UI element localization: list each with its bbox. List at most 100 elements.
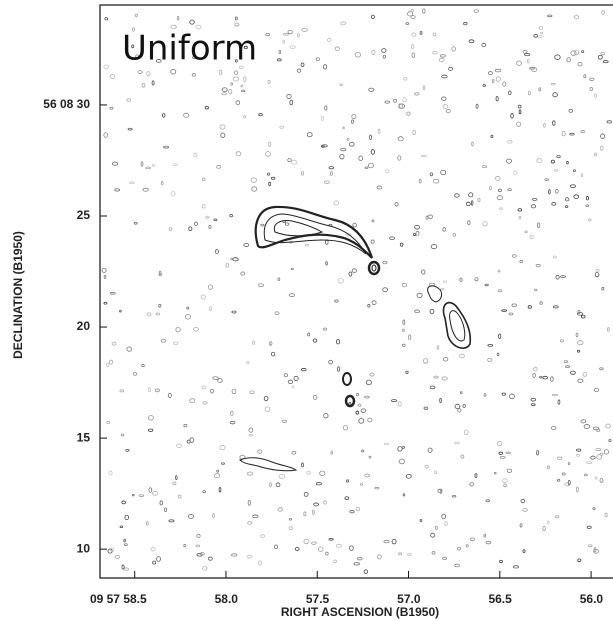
- noise-contour: [344, 496, 350, 500]
- noise-contour: [411, 52, 416, 58]
- noise-contour: [191, 56, 198, 59]
- noise-contour: [369, 372, 375, 377]
- noise-contour: [524, 230, 528, 234]
- noise-contour: [275, 482, 281, 488]
- noise-contour: [599, 452, 604, 456]
- noise-contours: [101, 8, 612, 574]
- noise-contour: [238, 65, 244, 70]
- noise-contour: [434, 470, 438, 475]
- noise-contour: [429, 385, 436, 390]
- noise-contour: [607, 327, 610, 332]
- noise-contour: [146, 521, 149, 526]
- noise-contour: [382, 260, 388, 265]
- noise-contour: [377, 128, 381, 134]
- noise-contour: [512, 565, 520, 569]
- noise-contour: [548, 189, 551, 195]
- noise-contour: [246, 471, 254, 476]
- noise-contour: [342, 425, 349, 431]
- noise-contour: [564, 365, 571, 368]
- noise-contour: [312, 394, 318, 400]
- noise-contour: [577, 378, 584, 383]
- noise-contour: [499, 456, 506, 459]
- noise-contour: [147, 415, 154, 421]
- noise-contour: [573, 15, 580, 20]
- noise-contour: [146, 71, 151, 77]
- noise-contour: [287, 29, 293, 35]
- x-tick-label: 57.0: [397, 592, 421, 606]
- noise-contour: [134, 13, 138, 17]
- contour: [367, 260, 381, 276]
- noise-contour: [470, 200, 474, 206]
- noise-contour: [131, 44, 135, 49]
- noise-contour: [468, 39, 475, 44]
- noise-contour: [213, 218, 218, 222]
- noise-contour: [247, 521, 253, 525]
- noise-contour: [335, 339, 341, 345]
- noise-contour: [319, 470, 326, 477]
- noise-contour: [600, 133, 605, 139]
- noise-contour: [536, 158, 543, 164]
- x-axis-label: RIGHT ASCENSION (B1950): [281, 605, 439, 619]
- noise-contour: [207, 556, 213, 561]
- noise-contour: [219, 445, 226, 451]
- noise-contour: [234, 22, 240, 27]
- noise-contour: [288, 293, 295, 298]
- noise-contour: [364, 473, 370, 478]
- noise-contour: [495, 175, 501, 181]
- noise-contour: [429, 172, 433, 177]
- noise-contour: [187, 514, 195, 519]
- noise-contour: [114, 554, 121, 559]
- noise-contour: [119, 309, 122, 313]
- noise-contour: [348, 142, 355, 147]
- contour: [427, 285, 443, 303]
- noise-contour: [448, 66, 453, 71]
- noise-contour: [439, 54, 446, 58]
- noise-contour: [217, 378, 223, 383]
- noise-contour: [219, 124, 226, 130]
- noise-contour: [552, 255, 557, 259]
- noise-contour: [114, 188, 121, 192]
- noise-contour: [473, 9, 479, 13]
- noise-contour: [410, 44, 415, 49]
- noise-contour: [132, 372, 138, 376]
- noise-contour: [576, 448, 582, 452]
- noise-contour: [291, 159, 298, 165]
- source-contours: [239, 205, 472, 472]
- noise-contour: [570, 370, 576, 375]
- noise-contour: [103, 64, 110, 69]
- noise-contour: [330, 450, 333, 455]
- noise-contour: [135, 54, 140, 60]
- noise-contour: [260, 534, 266, 538]
- noise-contour: [325, 551, 329, 556]
- noise-contour: [469, 537, 475, 542]
- noise-contour: [543, 122, 546, 128]
- noise-contour: [232, 76, 240, 82]
- noise-contour: [551, 202, 557, 206]
- noise-contour: [159, 500, 163, 506]
- noise-contour: [501, 478, 508, 484]
- x-tick-label: 09 57 58.5: [90, 592, 147, 606]
- noise-contour: [581, 314, 586, 319]
- noise-contour: [518, 109, 522, 115]
- noise-contour: [193, 221, 198, 226]
- noise-contour: [150, 547, 156, 552]
- noise-contour: [580, 130, 585, 134]
- noise-contour: [517, 104, 522, 109]
- noise-contour: [406, 111, 411, 116]
- noise-contour: [585, 204, 590, 207]
- noise-contour: [260, 223, 265, 227]
- noise-contour: [264, 406, 271, 413]
- noise-contour: [414, 224, 420, 230]
- noise-contour: [594, 476, 598, 480]
- noise-contour: [568, 108, 573, 113]
- noise-contour: [451, 46, 457, 52]
- contour: [273, 220, 324, 237]
- noise-contour: [202, 177, 206, 182]
- noise-contour: [483, 393, 487, 397]
- noise-contour: [188, 226, 193, 232]
- noise-contour: [266, 172, 271, 176]
- noise-contour: [288, 518, 293, 521]
- noise-contour: [407, 553, 412, 556]
- noise-contour: [374, 486, 380, 490]
